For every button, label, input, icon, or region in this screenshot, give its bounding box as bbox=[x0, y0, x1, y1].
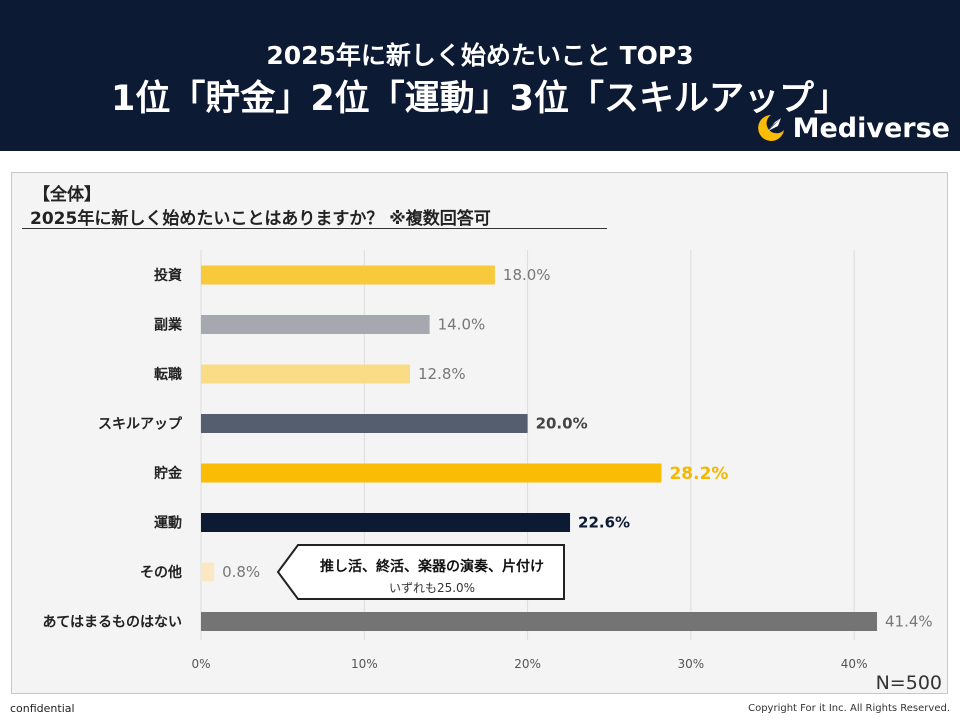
value-label: 18.0% bbox=[503, 266, 551, 284]
survey-question: 2025年に新しく始めたいことはありますか？ ※複数回答可 bbox=[30, 209, 491, 229]
x-tick-label: 0% bbox=[191, 657, 210, 671]
header-headline: 1位「貯金」2位「運動」3位「スキルアップ」 bbox=[110, 79, 850, 119]
bar bbox=[201, 562, 215, 582]
category-label: あてはまるものはない bbox=[43, 615, 182, 631]
category-label: 貯金 bbox=[154, 465, 183, 482]
header-banner: 2025年に新しく始めたいこと TOP3 1位「貯金」2位「運動」3位「スキルア… bbox=[0, 0, 960, 151]
category-label: 副業 bbox=[154, 317, 183, 334]
category-label: スキルアップ bbox=[98, 417, 183, 433]
header-subtitle: 2025年に新しく始めたいこと TOP3 bbox=[266, 41, 694, 70]
bar bbox=[201, 463, 662, 483]
value-label: 0.8% bbox=[222, 563, 260, 581]
value-label: 41.4% bbox=[885, 613, 933, 631]
copyright-text: Copyright For it Inc. All Rights Reserve… bbox=[748, 703, 950, 714]
callout-main-text: 推し活、終活、楽器の演奏、片付け bbox=[320, 559, 544, 575]
value-label: 14.0% bbox=[438, 316, 486, 334]
bar bbox=[201, 364, 411, 384]
category-label: 投資 bbox=[154, 267, 182, 284]
bar bbox=[201, 612, 877, 631]
bar bbox=[201, 315, 430, 334]
category-label: 転職 bbox=[154, 366, 182, 383]
value-label: 28.2% bbox=[669, 464, 728, 484]
confidential-label: confidential bbox=[10, 702, 75, 715]
value-label: 20.0% bbox=[536, 415, 588, 433]
brand-logo: Mediverse bbox=[755, 110, 950, 146]
category-label: 運動 bbox=[154, 515, 182, 532]
bar bbox=[201, 513, 571, 532]
x-tick-label: 40% bbox=[841, 657, 868, 671]
crescent-rocket-icon bbox=[757, 115, 784, 141]
callout-sub-text: いずれも25.0% bbox=[388, 581, 476, 595]
value-label: 12.8% bbox=[418, 365, 466, 383]
question-underline bbox=[22, 228, 607, 229]
category-label: その他 bbox=[140, 564, 182, 581]
x-tick-label: 20% bbox=[514, 657, 541, 671]
other-answers-callout: 推し活、終活、楽器の演奏、片付け いずれも25.0% bbox=[276, 544, 566, 600]
brand-name: Mediverse bbox=[792, 112, 950, 144]
sample-size: N=500 bbox=[875, 672, 942, 694]
bar bbox=[201, 265, 495, 285]
segment-label: 【全体】 bbox=[33, 185, 101, 205]
x-tick-label: 10% bbox=[351, 657, 378, 671]
bar bbox=[201, 414, 528, 433]
x-tick-label: 30% bbox=[678, 657, 705, 671]
value-label: 22.6% bbox=[578, 514, 630, 532]
